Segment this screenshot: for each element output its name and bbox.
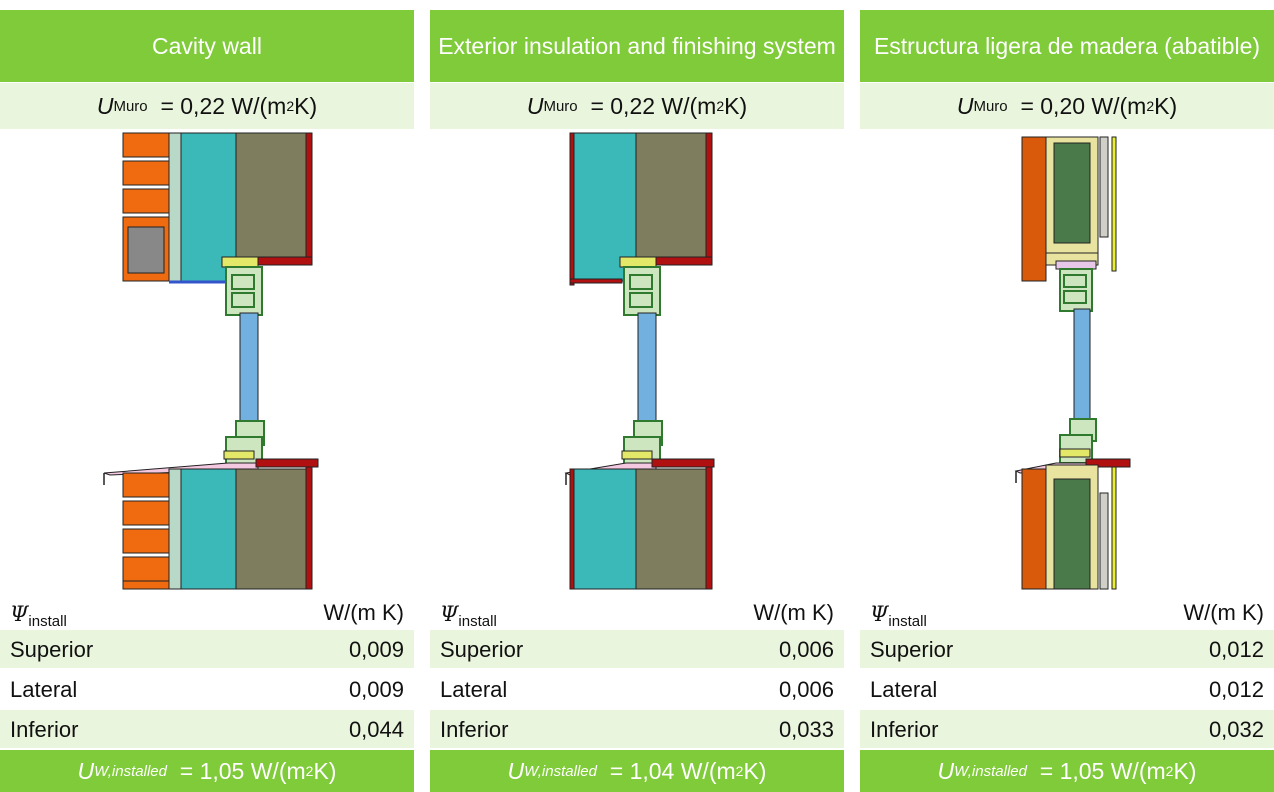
u-wall-value: U Muro = 0,22 W/(m 2 K)	[0, 83, 414, 129]
table-row: Inferior 0,044	[0, 710, 414, 748]
table-row: Inferior 0,033	[430, 710, 844, 748]
insulation-bottom	[180, 468, 237, 590]
insulation-top	[180, 132, 237, 282]
plaster-top	[305, 132, 313, 266]
timber-stud-bottom	[1053, 478, 1091, 590]
table-row: Lateral 0,012	[860, 670, 1274, 708]
window-frame-top	[619, 256, 661, 316]
plaster-bottom	[305, 466, 313, 590]
psi-label: Ψinstall	[440, 602, 497, 630]
psi-unit: W/(m K)	[1183, 600, 1264, 625]
psi-header: Ψinstall W/(m K)	[860, 594, 1274, 630]
service-layer-bottom	[1099, 492, 1109, 590]
masonry-top	[635, 132, 707, 258]
cavity-layer	[168, 132, 182, 282]
u-value: = 0,22 W/(m	[160, 92, 287, 119]
masonry-bottom	[635, 468, 707, 590]
glazing	[1073, 308, 1091, 422]
u-subscript: Muro	[113, 97, 148, 115]
table-row: Lateral 0,006	[430, 670, 844, 708]
plaster-sill	[255, 458, 319, 468]
u-tail: K)	[294, 92, 318, 119]
panel-title: Cavity wall	[0, 10, 414, 82]
plaster-sill	[651, 458, 715, 468]
plaster-return	[255, 256, 313, 266]
cladding-bottom	[1021, 468, 1047, 590]
render-return	[569, 278, 623, 284]
cladding-top	[1021, 136, 1047, 282]
section-drawing-cavity-wall	[103, 132, 319, 590]
window-frame-top	[1055, 260, 1097, 312]
panel-cavity-wall: Cavity wall U Muro = 0,22 W/(m 2 K)	[0, 10, 414, 792]
psi-unit: W/(m K)	[323, 600, 404, 625]
service-layer-top	[1099, 136, 1109, 238]
render-bottom	[569, 468, 575, 590]
u-wall-value: U Muro = 0,20 W/(m 2 K)	[860, 83, 1274, 129]
panel-eifs: Exterior insulation and finishing system…	[430, 10, 844, 792]
board-top	[1111, 136, 1117, 272]
window-frame-bottom	[223, 420, 265, 466]
section-drawing-timber-frame	[1014, 136, 1131, 590]
masonry-top	[235, 132, 307, 258]
panel-timber-frame: Estructura ligera de madera (abatible) U…	[860, 10, 1274, 792]
glazing	[637, 312, 657, 424]
u-installed-value: U W,installed = 1,04 W/(m 2 K)	[430, 750, 844, 792]
table-row: Superior 0,012	[860, 630, 1274, 668]
u-installed-value: U W,installed = 1,05 W/(m 2 K)	[0, 750, 414, 792]
u-wall-value: U Muro = 0,22 W/(m 2 K)	[430, 83, 844, 129]
plaster-return	[655, 256, 713, 266]
insulation-bottom	[573, 468, 637, 590]
interior-sill	[1085, 458, 1131, 468]
u-exponent: 2	[286, 98, 295, 114]
timber-stud-top	[1053, 142, 1091, 244]
window-frame-bottom	[621, 420, 663, 466]
table-row: Superior 0,006	[430, 630, 844, 668]
panel-title: Exterior insulation and finishing system	[430, 10, 844, 82]
insulation-top	[573, 132, 637, 282]
u-symbol: U	[96, 92, 114, 119]
table-row: Superior 0,009	[0, 630, 414, 668]
cavity-layer-bottom	[168, 468, 182, 590]
psi-label: Ψinstall	[10, 602, 67, 630]
table-row: Inferior 0,032	[860, 710, 1274, 748]
render-top	[569, 132, 575, 286]
board-bottom	[1111, 466, 1117, 590]
window-frame-top	[221, 256, 263, 316]
u-installed-value: U W,installed = 1,05 W/(m 2 K)	[860, 750, 1274, 792]
psi-header: Ψinstall W/(m K)	[430, 594, 844, 630]
window-frame-bottom	[1059, 418, 1097, 464]
brick-course-bottom	[122, 472, 170, 590]
table-row: Lateral 0,009	[0, 670, 414, 708]
plaster-top	[705, 132, 713, 266]
section-drawing-eifs	[564, 132, 715, 590]
psi-label: Ψinstall	[870, 602, 927, 630]
glazing	[239, 312, 259, 424]
panel-title: Estructura ligera de madera (abatible)	[860, 10, 1274, 82]
psi-header: Ψinstall W/(m K)	[0, 594, 414, 630]
brick-course-top	[122, 132, 170, 282]
masonry-bottom	[235, 468, 307, 590]
plaster-bottom	[705, 466, 713, 590]
psi-unit: W/(m K)	[753, 600, 834, 625]
